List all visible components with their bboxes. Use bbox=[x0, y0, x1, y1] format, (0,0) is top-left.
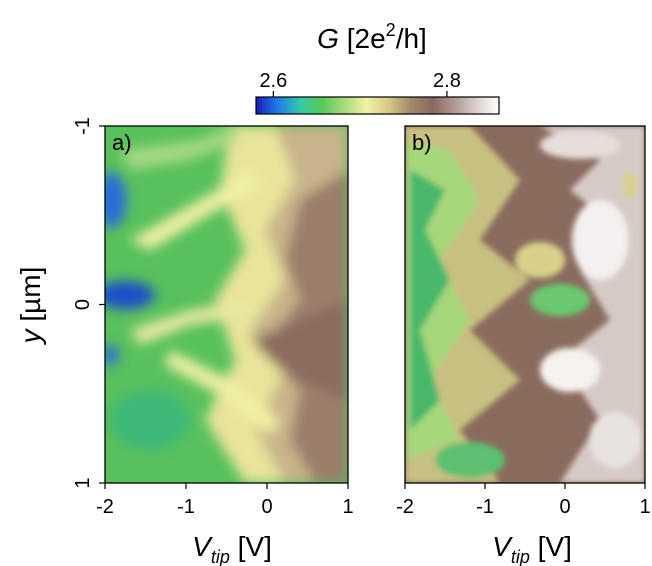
y-axis-var: y bbox=[15, 327, 46, 345]
colorbar-title-var: G bbox=[317, 23, 339, 54]
x-axis-sub-b: tip bbox=[511, 547, 530, 566]
x-axis-unit-a: [V] bbox=[238, 531, 272, 562]
x-axis-title-b: Vtip [V] bbox=[492, 531, 572, 566]
y-tick-label: -1 bbox=[72, 117, 94, 135]
colorbar-ticks: 2.6 2.8 bbox=[259, 70, 461, 97]
panel-a-heatmap bbox=[105, 126, 348, 483]
y-axis-unit: [µm] bbox=[15, 267, 46, 322]
panel-a-label: a) bbox=[112, 130, 132, 155]
panel-b-frame bbox=[404, 125, 646, 484]
colorbar bbox=[255, 96, 500, 115]
x-tick-label: -1 bbox=[177, 496, 195, 518]
x-axis-sub-a: tip bbox=[211, 547, 230, 566]
colorbar-title-units: [2e bbox=[347, 23, 386, 54]
x-axis-title-a: Vtip [V] bbox=[192, 531, 272, 566]
y-axis-title: y [µm] bbox=[15, 267, 46, 346]
panel-b-label: b) bbox=[412, 130, 432, 155]
x-tick-label: -2 bbox=[396, 496, 414, 518]
x-tick-label: 1 bbox=[342, 496, 353, 518]
x-axis-var-b: V bbox=[492, 531, 513, 562]
x-tick-label: 1 bbox=[639, 496, 650, 518]
panel-b-axes: -2 -1 0 1 bbox=[396, 483, 651, 518]
colorbar-title-sup: 2 bbox=[386, 20, 396, 40]
panel-b-heatmap bbox=[405, 126, 645, 483]
colorbar-title-suffix: /h] bbox=[396, 23, 427, 54]
colorbar-tick-label: 2.8 bbox=[433, 70, 461, 92]
colorbar-title: G [2e2/h] bbox=[317, 20, 427, 54]
y-tick-label: 1 bbox=[72, 477, 94, 488]
x-axis-unit-b: [V] bbox=[538, 531, 572, 562]
x-tick-label: -2 bbox=[96, 496, 114, 518]
x-tick-label: -1 bbox=[476, 496, 494, 518]
panel-a-axes: -2 -1 0 1 -1 0 1 bbox=[72, 117, 354, 518]
x-tick-label: 0 bbox=[559, 496, 570, 518]
y-tick-label: 0 bbox=[72, 299, 94, 310]
x-axis-var-a: V bbox=[192, 531, 213, 562]
colorbar-tick-label: 2.6 bbox=[259, 70, 287, 92]
x-tick-label: 0 bbox=[261, 496, 272, 518]
